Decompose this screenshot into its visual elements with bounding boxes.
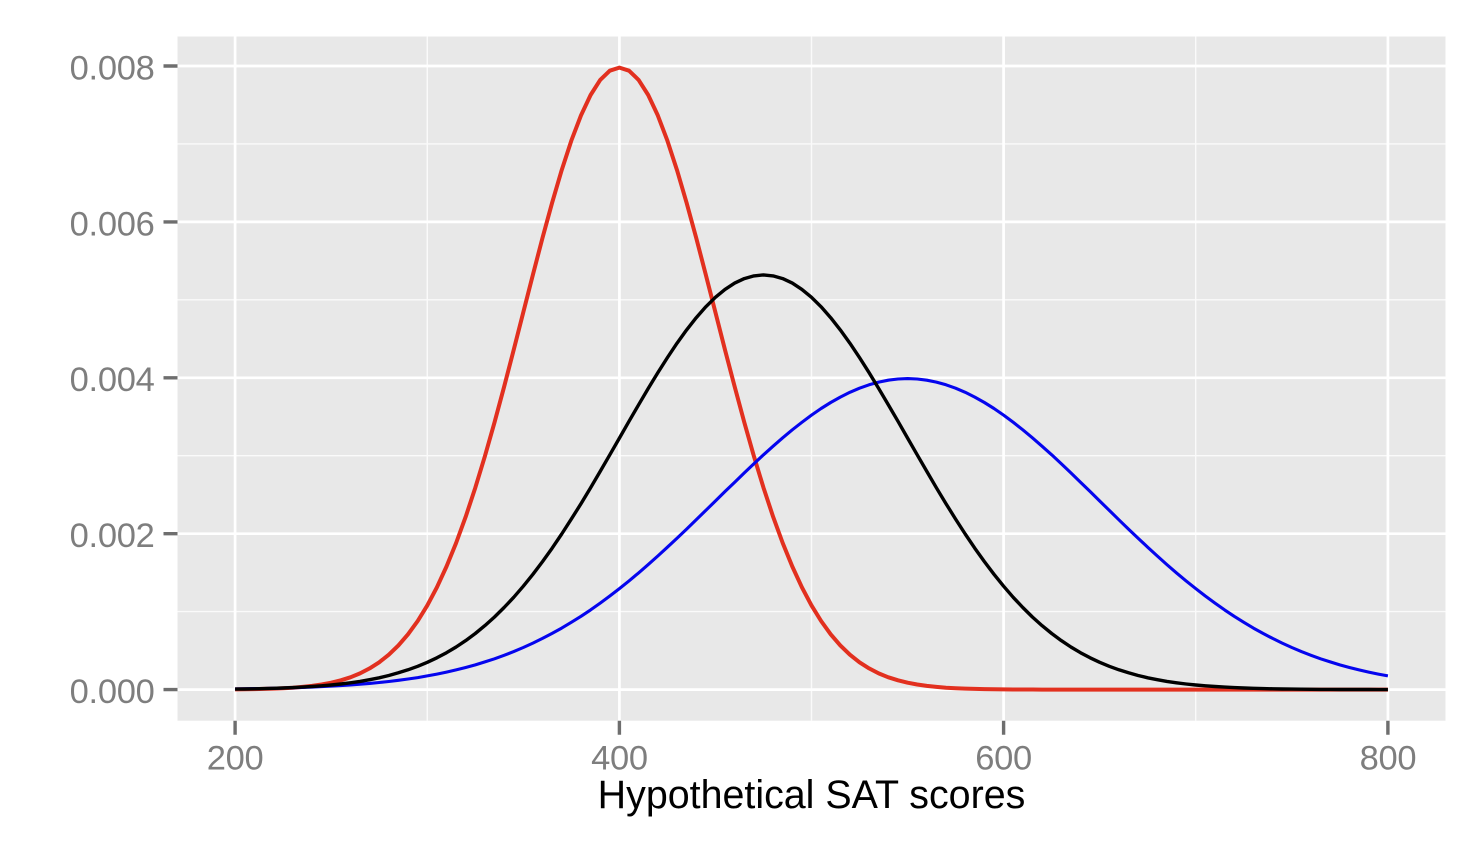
svg-text:0.002: 0.002 <box>70 517 155 555</box>
svg-text:800: 800 <box>1360 740 1417 778</box>
svg-text:0.000: 0.000 <box>70 673 155 711</box>
svg-text:0.004: 0.004 <box>70 361 155 399</box>
svg-text:0.006: 0.006 <box>70 205 155 243</box>
svg-text:400: 400 <box>591 740 648 778</box>
svg-text:0.008: 0.008 <box>70 49 155 87</box>
svg-text:200: 200 <box>207 740 264 778</box>
svg-text:Hypothetical SAT scores: Hypothetical SAT scores <box>598 773 1026 817</box>
svg-text:600: 600 <box>975 740 1032 778</box>
